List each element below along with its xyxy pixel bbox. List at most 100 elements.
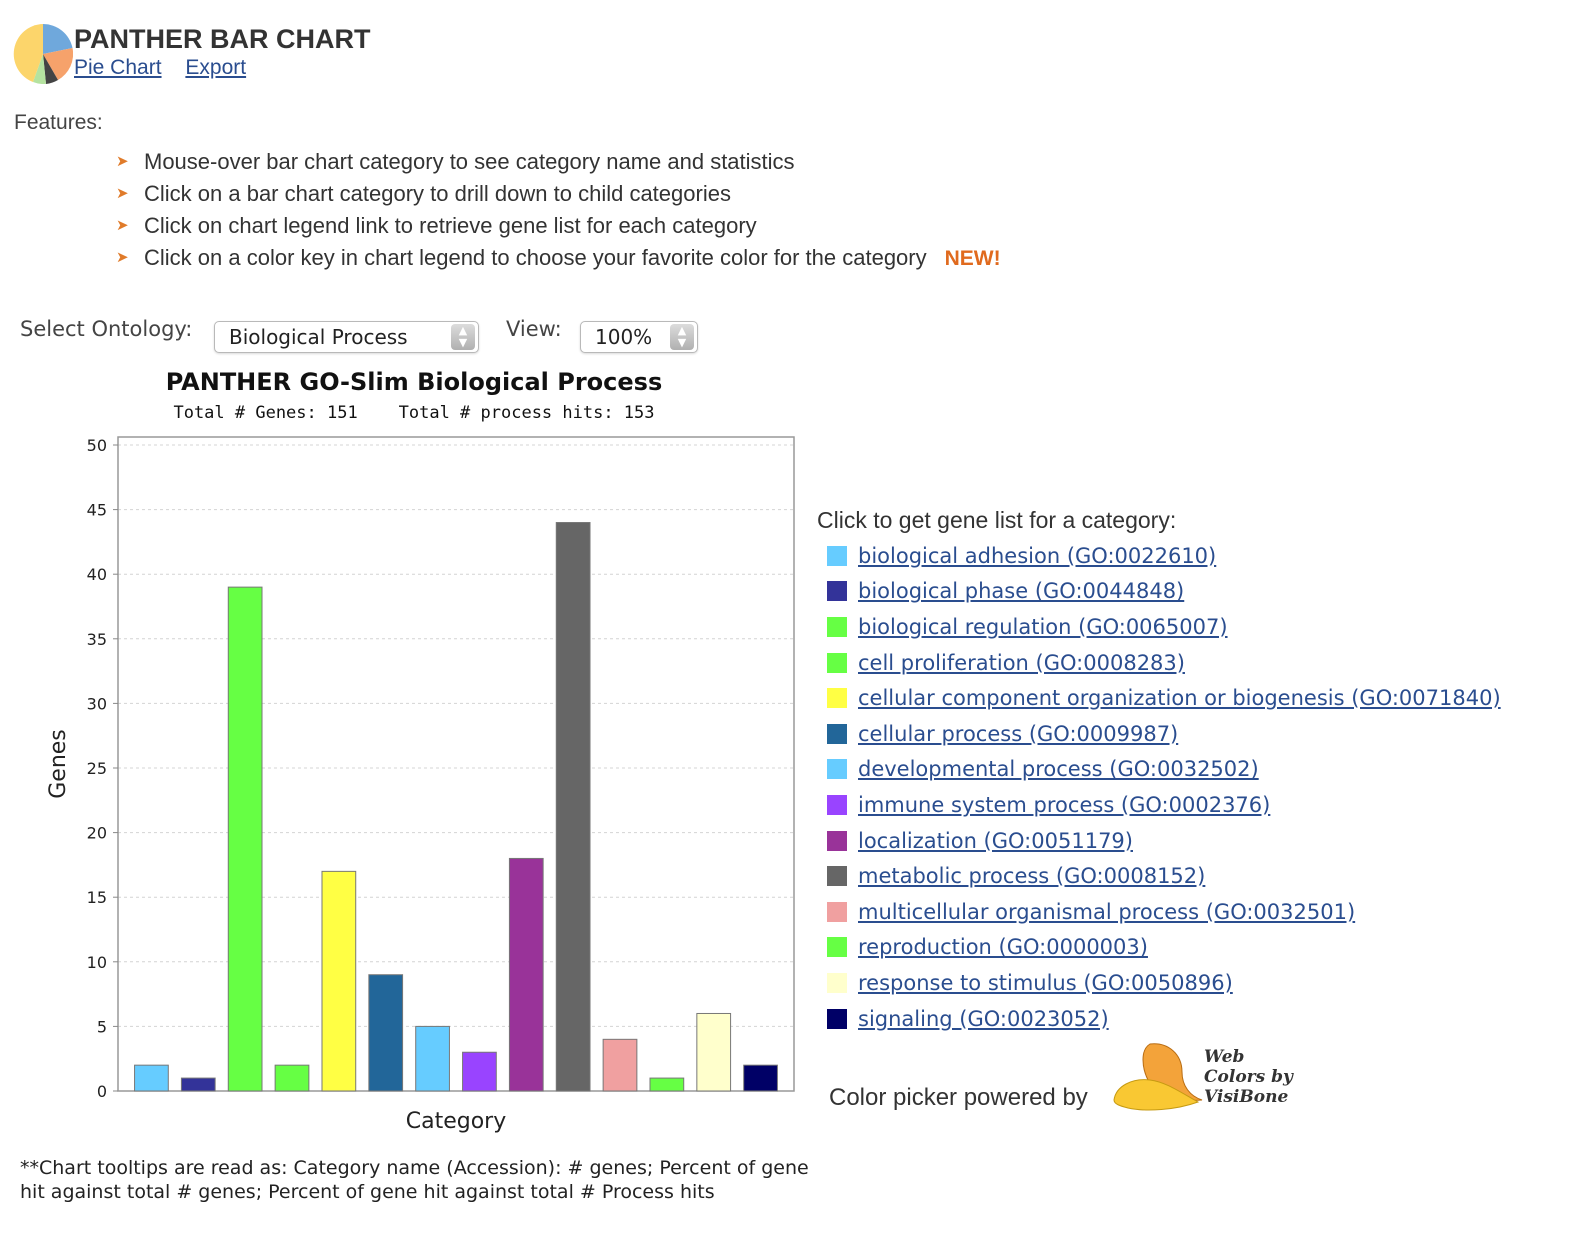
ontology-select-label: Select Ontology: — [20, 317, 193, 341]
export-link[interactable]: Export — [185, 56, 247, 79]
visibone-logo-line-3: VisiBone — [1204, 1087, 1288, 1107]
legend-item: multicellular organismal process (GO:003… — [827, 894, 1501, 930]
legend-category-link[interactable]: localization (GO:0051179) — [858, 828, 1133, 853]
visibone-logo: Web Colors by VisiBone — [1113, 1043, 1294, 1111]
legend-color-swatch[interactable] — [827, 652, 847, 673]
legend-color-swatch[interactable] — [827, 1008, 847, 1029]
legend-item: cellular component organization or bioge… — [827, 680, 1501, 716]
header-links: Pie Chart Export — [74, 56, 264, 80]
y-tick-label: 10 — [87, 953, 107, 972]
legend-color-swatch[interactable] — [827, 866, 847, 887]
bar[interactable]: biological regulation (GO:0065007): 39 — [227, 586, 263, 1092]
legend-category-link[interactable]: cellular process (GO:0009987) — [858, 721, 1179, 746]
legend-header: Click to get gene list for a category: — [817, 507, 1177, 533]
view-select-label: View: — [506, 317, 562, 341]
legend-color-swatch[interactable] — [827, 937, 847, 958]
legend-color-swatch[interactable] — [827, 794, 847, 815]
legend-category-link[interactable]: multicellular organismal process (GO:003… — [858, 899, 1356, 924]
legend-category-link[interactable]: response to stimulus (GO:0050896) — [858, 970, 1233, 995]
y-tick-label: 35 — [87, 630, 107, 649]
view-zoom-select[interactable]: 100% ▲ ▼ — [580, 321, 698, 353]
legend-category-link[interactable]: metabolic process (GO:0008152) — [858, 864, 1206, 889]
legend-item: immune system process (GO:0002376) — [827, 787, 1501, 823]
x-axis-label: Category — [406, 1109, 507, 1134]
chart-subtitle: Total # Genes: 151 Total # process hits:… — [173, 403, 654, 423]
legend-color-swatch[interactable] — [827, 616, 847, 637]
bar[interactable]: signaling (GO:0023052): 2 — [743, 1064, 778, 1092]
arrow-bullet-icon: ➤ — [116, 153, 129, 170]
bar[interactable]: cellular process (GO:0009987): 9 — [368, 974, 404, 1092]
chart-legend: biological adhesion (GO:0022610) biologic… — [827, 538, 1501, 1036]
feature-item: ➤ Click on chart legend link to retrieve … — [116, 210, 1001, 242]
feature-item: ➤ Click on a bar chart category to drill … — [116, 178, 1001, 210]
y-tick-label: 20 — [87, 824, 107, 843]
arrow-bullet-icon: ➤ — [116, 185, 129, 202]
legend-category-link[interactable]: biological phase (GO:0044848) — [858, 579, 1185, 604]
view-select-value: 100% — [595, 325, 653, 349]
bar[interactable]: metabolic process (GO:0008152): 44 — [555, 522, 591, 1092]
bar[interactable]: cellular component organization or bioge… — [321, 870, 357, 1092]
bar[interactable]: localization (GO:0051179): 18 — [508, 857, 544, 1092]
arrow-bullet-icon: ➤ — [116, 217, 129, 234]
bar[interactable]: developmental process (GO:0032502): 5 — [415, 1025, 450, 1092]
plot-area-frame — [117, 436, 795, 1092]
legend-category-link[interactable]: developmental process (GO:0032502) — [858, 757, 1259, 782]
select-stepper-icon: ▲ ▼ — [451, 324, 475, 350]
bar[interactable]: cell proliferation (GO:0008283): 2 — [274, 1064, 310, 1092]
legend-item: cell proliferation (GO:0008283) — [827, 645, 1501, 681]
legend-item: response to stimulus (GO:0050896) — [827, 965, 1501, 1001]
ontology-select-value: Biological Process — [229, 325, 408, 349]
legend-color-swatch[interactable] — [827, 545, 847, 566]
legend-category-link[interactable]: reproduction (GO:0000003) — [858, 935, 1148, 960]
new-badge: NEW! — [944, 247, 1001, 270]
visibone-logo-line-1: Web — [1204, 1047, 1244, 1067]
legend-category-link[interactable]: signaling (GO:0023052) — [858, 1006, 1109, 1031]
bar[interactable]: biological adhesion (GO:0022610): 2 — [134, 1064, 169, 1092]
page-title: PANTHER BAR CHART — [74, 24, 371, 54]
feature-text: Click on a bar chart category to drill d… — [144, 181, 731, 206]
legend-item: biological phase (GO:0044848) — [827, 574, 1501, 610]
bar[interactable]: immune system process (GO:0002376): 3 — [462, 1051, 497, 1092]
pie-chart-link[interactable]: Pie Chart — [74, 56, 162, 79]
y-tick-label: 45 — [87, 501, 107, 520]
feature-text: Mouse-over bar chart category to see cat… — [144, 149, 795, 174]
legend-item: localization (GO:0051179) — [827, 823, 1501, 859]
feature-item: ➤ Mouse-over bar chart category to see ca… — [116, 146, 1001, 178]
legend-color-swatch[interactable] — [827, 972, 847, 993]
legend-category-link[interactable]: cellular component organization or bioge… — [858, 686, 1501, 711]
legend-color-swatch[interactable] — [827, 688, 847, 709]
visibone-logo-line-2: Colors by — [1204, 1067, 1294, 1087]
bar[interactable]: multicellular organismal process (GO:003… — [602, 1038, 638, 1092]
legend-color-swatch[interactable] — [827, 830, 847, 851]
legend-color-swatch[interactable] — [827, 901, 847, 922]
legend-category-link[interactable]: immune system process (GO:0002376) — [858, 792, 1271, 817]
legend-color-swatch[interactable] — [827, 759, 847, 780]
legend-item: metabolic process (GO:0008152) — [827, 858, 1501, 894]
legend-item: cellular process (GO:0009987) — [827, 716, 1501, 752]
bar[interactable]: biological phase (GO:0044848): 1 — [180, 1077, 216, 1092]
y-tick-label: 50 — [87, 436, 107, 455]
bar[interactable]: response to stimulus (GO:0050896): 6 — [696, 1012, 732, 1092]
feature-text: Click on chart legend link to retrieve g… — [144, 213, 757, 238]
ontology-select[interactable]: Biological Process ▲ ▼ — [214, 321, 479, 353]
legend-item: signaling (GO:0023052) — [827, 1001, 1501, 1037]
y-tick-label: 30 — [87, 694, 107, 713]
arrow-bullet-icon: ➤ — [116, 249, 129, 266]
legend-item: biological adhesion (GO:0022610) — [827, 538, 1501, 574]
legend-color-swatch[interactable] — [827, 723, 847, 744]
feature-text: Click on a color key in chart legend to … — [144, 245, 927, 270]
bar[interactable]: reproduction (GO:0000003): 1 — [649, 1077, 685, 1092]
legend-category-link[interactable]: biological adhesion (GO:0022610) — [858, 543, 1217, 568]
legend-item: developmental process (GO:0032502) — [827, 752, 1501, 788]
legend-color-swatch[interactable] — [827, 581, 847, 602]
y-tick-label: 5 — [97, 1017, 107, 1036]
chart-title: PANTHER GO-Slim Biological Process — [166, 368, 662, 396]
y-axis-label: Genes — [46, 729, 71, 799]
y-tick-label: 0 — [97, 1082, 107, 1101]
feature-item: ➤ Click on a color key in chart legend to… — [116, 242, 1001, 274]
bar-chart: PANTHER GO-Slim Biological Process Total… — [46, 368, 795, 1134]
features-label: Features: — [14, 111, 103, 134]
legend-category-link[interactable]: biological regulation (GO:0065007) — [858, 614, 1228, 639]
legend-item: biological regulation (GO:0065007) — [827, 609, 1501, 645]
legend-category-link[interactable]: cell proliferation (GO:0008283) — [858, 650, 1185, 675]
